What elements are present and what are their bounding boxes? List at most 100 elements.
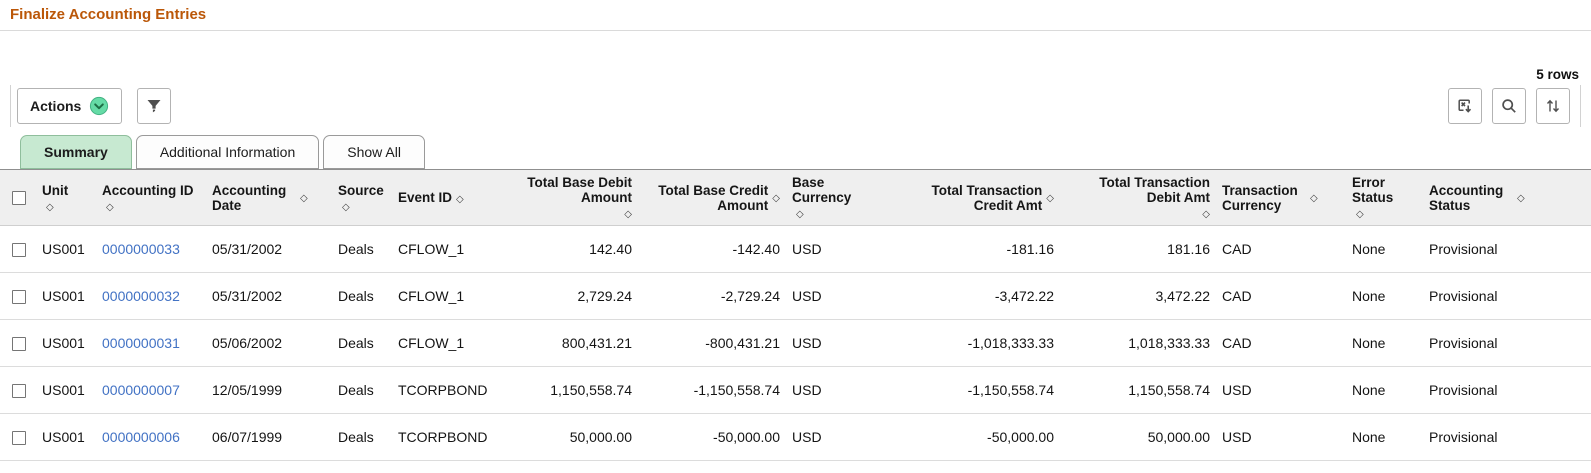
cell-source: Deals — [332, 366, 392, 414]
search-button[interactable] — [1492, 88, 1526, 124]
cell-transaction-currency: CAD — [1216, 225, 1346, 273]
column-header-accounting-status[interactable]: Accounting Status ◇ — [1423, 169, 1591, 226]
column-header-total-transaction-credit-amt[interactable]: Total Transaction Credit Amt ◇ — [876, 169, 1060, 226]
cell-accounting-date: 12/05/1999 — [206, 366, 332, 414]
row-select-checkbox[interactable] — [12, 243, 26, 258]
row-select-checkbox[interactable] — [12, 337, 26, 352]
cell-total-base-debit-amount: 1,150,558.74 — [510, 366, 638, 414]
cell-transaction-currency: USD — [1216, 413, 1346, 461]
column-header-accounting-id[interactable]: Accounting ID ◇ — [96, 169, 206, 226]
cell-source: Deals — [332, 319, 392, 367]
funnel-icon — [144, 96, 164, 116]
sort-arrows-icon — [1543, 96, 1563, 116]
table-row: US001 0000000006 06/07/1999 Deals TCORPB… — [0, 413, 1591, 461]
cell-error-status: None — [1346, 225, 1423, 273]
column-header-base-currency[interactable]: Base Currency◇ — [786, 169, 876, 226]
cell-total-transaction-credit-amt: -181.16 — [876, 225, 1060, 273]
cell-unit: US001 — [36, 225, 96, 273]
cell-unit: US001 — [36, 319, 96, 367]
sort-diamond-icon: ◇ — [772, 193, 780, 205]
actions-button[interactable]: Actions — [17, 88, 123, 124]
toolbar-left-group: Actions — [17, 88, 172, 124]
cell-total-base-credit-amount: -1,150,558.74 — [638, 366, 786, 414]
row-select-checkbox[interactable] — [12, 290, 26, 305]
cell-unit: US001 — [36, 272, 96, 320]
cell-total-transaction-debit-amt: 3,472.22 — [1060, 272, 1216, 320]
accounting-id-link[interactable]: 0000000031 — [102, 335, 180, 351]
row-select-checkbox[interactable] — [12, 384, 26, 399]
cell-total-base-credit-amount: -142.40 — [638, 225, 786, 273]
cell-event-id: CFLOW_1 — [392, 319, 510, 367]
cell-total-base-debit-amount: 2,729.24 — [510, 272, 638, 320]
column-header-total-base-debit-amount[interactable]: Total Base Debit Amount◇ — [510, 169, 638, 226]
tab-bar: Summary Additional Information Show All — [0, 127, 1591, 169]
tab-summary[interactable]: Summary — [20, 135, 132, 169]
cell-total-transaction-debit-amt: 181.16 — [1060, 225, 1216, 273]
toolbar-right-group — [1448, 88, 1574, 124]
row-count-label: 5 rows — [1536, 67, 1579, 82]
cell-base-currency: USD — [786, 319, 876, 367]
cell-event-id: CFLOW_1 — [392, 225, 510, 273]
cell-error-status: None — [1346, 319, 1423, 367]
tab-show-all[interactable]: Show All — [323, 135, 425, 169]
cell-total-base-credit-amount: -50,000.00 — [638, 413, 786, 461]
cell-unit: US001 — [36, 366, 96, 414]
column-header-unit[interactable]: Unit ◇ — [36, 169, 96, 226]
cell-base-currency: USD — [786, 272, 876, 320]
sort-diamond-icon: ◇ — [342, 201, 350, 213]
column-header-error-status[interactable]: Error Status◇ — [1346, 169, 1423, 226]
cell-total-transaction-credit-amt: -50,000.00 — [876, 413, 1060, 461]
sort-diamond-icon: ◇ — [1356, 209, 1364, 220]
row-select-checkbox[interactable] — [12, 431, 26, 446]
row-select-cell — [0, 319, 36, 367]
cell-accounting-status: Provisional — [1423, 413, 1591, 461]
table-body: US001 0000000033 05/31/2002 Deals CFLOW_… — [0, 225, 1591, 461]
accounting-id-link[interactable]: 0000000006 — [102, 429, 180, 445]
export-to-excel-button[interactable] — [1448, 88, 1482, 124]
cell-accounting-id: 0000000032 — [96, 272, 206, 320]
tab-summary-label: Summary — [44, 144, 108, 160]
row-select-cell — [0, 366, 36, 414]
column-header-total-transaction-debit-amt[interactable]: Total Transaction Debit Amt◇ — [1060, 169, 1216, 226]
select-all-checkbox[interactable] — [12, 191, 26, 206]
search-icon — [1499, 96, 1519, 116]
sort-button[interactable] — [1536, 88, 1570, 124]
cell-accounting-id: 0000000007 — [96, 366, 206, 414]
sort-diamond-icon: ◇ — [796, 209, 804, 220]
grid-toolbar: Actions — [10, 85, 1581, 127]
accounting-id-link[interactable]: 0000000007 — [102, 382, 180, 398]
column-header-transaction-currency[interactable]: Transaction Currency ◇ — [1216, 169, 1346, 226]
cell-accounting-status: Provisional — [1423, 225, 1591, 273]
tab-additional-information[interactable]: Additional Information — [135, 135, 320, 169]
table-row: US001 0000000031 05/06/2002 Deals CFLOW_… — [0, 319, 1591, 367]
sort-diamond-icon: ◇ — [1517, 193, 1525, 205]
cell-event-id: TCORPBOND — [392, 413, 510, 461]
row-select-cell — [0, 413, 36, 461]
sort-diamond-icon: ◇ — [624, 209, 632, 220]
cell-accounting-status: Provisional — [1423, 366, 1591, 414]
column-header-accounting-date[interactable]: Accounting Date ◇ — [206, 169, 332, 226]
cell-accounting-date: 05/31/2002 — [206, 225, 332, 273]
cell-total-base-credit-amount: -800,431.21 — [638, 319, 786, 367]
cell-error-status: None — [1346, 413, 1423, 461]
accounting-id-link[interactable]: 0000000033 — [102, 241, 180, 257]
cell-total-base-credit-amount: -2,729.24 — [638, 272, 786, 320]
cell-error-status: None — [1346, 272, 1423, 320]
actions-button-label: Actions — [30, 98, 82, 114]
sort-diamond-icon: ◇ — [300, 193, 308, 205]
sort-diamond-icon: ◇ — [456, 193, 464, 205]
filter-button[interactable] — [137, 88, 172, 124]
select-all-header — [0, 169, 36, 226]
cell-total-transaction-credit-amt: -3,472.22 — [876, 272, 1060, 320]
cell-event-id: CFLOW_1 — [392, 272, 510, 320]
cell-accounting-date: 06/07/1999 — [206, 413, 332, 461]
column-header-event-id[interactable]: Event ID ◇ — [392, 169, 510, 226]
table-row: US001 0000000033 05/31/2002 Deals CFLOW_… — [0, 225, 1591, 273]
cell-source: Deals — [332, 272, 392, 320]
tab-show-all-label: Show All — [347, 144, 401, 160]
column-header-source[interactable]: Source ◇ — [332, 169, 392, 226]
column-header-total-base-credit-amount[interactable]: Total Base Credit Amount ◇ — [638, 169, 786, 226]
accounting-id-link[interactable]: 0000000032 — [102, 288, 180, 304]
tab-additional-information-label: Additional Information — [159, 144, 296, 160]
export-to-excel-icon — [1455, 96, 1475, 116]
